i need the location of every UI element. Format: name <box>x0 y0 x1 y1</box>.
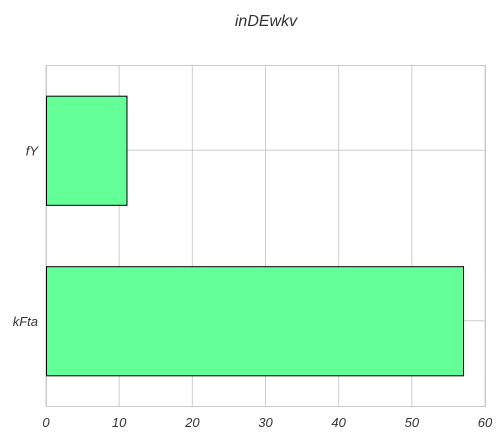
y-tick-labels: fY kFta <box>13 143 40 329</box>
x-tick-label: 0 <box>42 415 50 430</box>
chart-title: inDEwkv <box>235 13 298 30</box>
x-tick-label: 10 <box>112 415 127 430</box>
bar <box>46 266 465 377</box>
bars <box>46 95 465 377</box>
plot-frame <box>46 65 486 407</box>
x-tick-labels: 0 10 20 30 40 50 60 <box>42 415 493 430</box>
y-tick-label: kFta <box>13 314 38 329</box>
x-tick-label: 50 <box>405 415 420 430</box>
x-tick-label: 20 <box>184 415 200 430</box>
x-tick-label: 30 <box>258 415 273 430</box>
y-tick-label: fY <box>26 143 40 158</box>
bar <box>46 95 128 206</box>
x-tick-label: 40 <box>331 415 346 430</box>
x-tick-label: 60 <box>478 415 493 430</box>
